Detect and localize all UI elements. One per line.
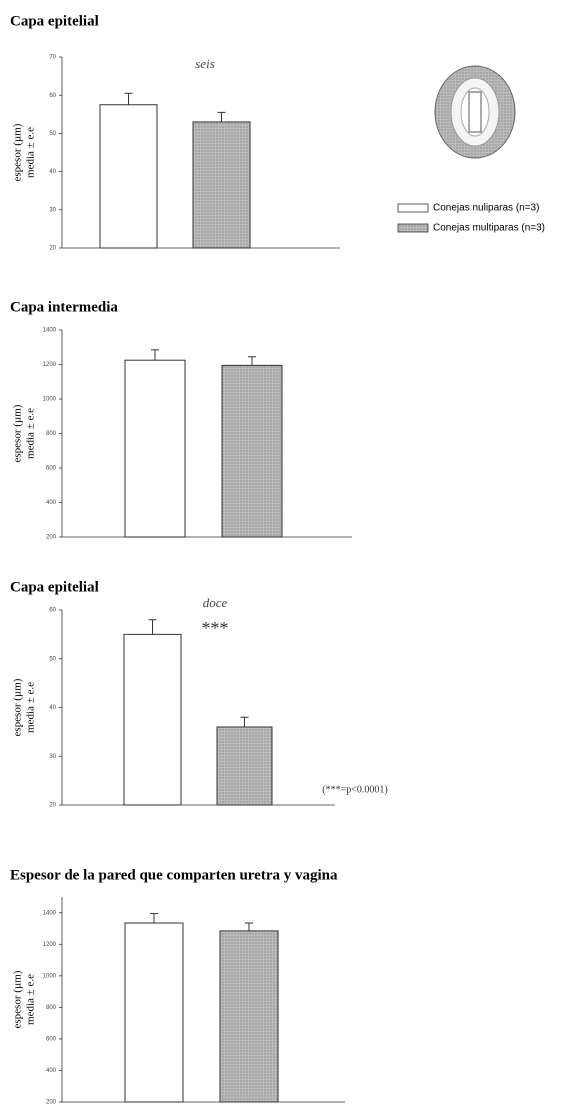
chart-title: Capa epitelial — [10, 13, 99, 29]
figure: Capa epitelialseisespesor (µm)media ± e.… — [0, 0, 579, 1105]
y-tick-label: 1200 — [43, 942, 57, 948]
y-tick-label: 50 — [49, 131, 56, 137]
y-tick-label: 20 — [49, 246, 56, 252]
annotation: *** — [202, 618, 229, 638]
y-tick-label: 70 — [49, 55, 56, 61]
chart-title: Capa epitelial — [10, 579, 99, 595]
page: Capa epitelialseisespesor (µm)media ± e.… — [0, 0, 579, 1110]
y-tick-label: 600 — [46, 466, 57, 472]
y-tick-label: 30 — [49, 207, 56, 213]
chart-title: Espesor de la pared que comparten uretra… — [10, 867, 338, 883]
legend-swatch — [398, 224, 428, 232]
y-tick-label: 40 — [49, 169, 56, 175]
bar — [100, 105, 157, 248]
annotation: (***=p<0.0001) — [322, 784, 387, 795]
y-tick-label: 800 — [46, 1005, 57, 1011]
y-tick-label: 20 — [49, 803, 56, 809]
subtitle: doce — [203, 595, 228, 610]
y-tick-label: 30 — [49, 754, 56, 760]
chart-title: Capa intermedia — [10, 299, 118, 315]
y-axis-label: media ± e.e — [25, 127, 37, 178]
legend-label: Conejas multiparas (n=3) — [433, 223, 545, 234]
y-tick-label: 1400 — [43, 910, 57, 916]
legend-label: Conejas nuliparas (n=3) — [433, 203, 539, 214]
y-tick-label: 600 — [46, 1037, 57, 1043]
y-axis-label: espesor (µm) — [12, 404, 24, 462]
y-tick-label: 400 — [46, 1068, 57, 1074]
y-tick-label: 1400 — [43, 328, 57, 334]
bar — [220, 931, 278, 1102]
y-axis-label: media ± e.e — [25, 974, 37, 1025]
bar — [125, 360, 185, 537]
y-tick-label: 400 — [46, 500, 57, 506]
bar — [125, 923, 183, 1102]
y-tick-label: 50 — [49, 656, 56, 662]
y-tick-label: 1000 — [43, 397, 57, 403]
y-axis-label: media ± e.e — [25, 682, 37, 733]
bar — [124, 634, 181, 805]
y-tick-label: 60 — [49, 608, 56, 614]
y-tick-label: 1200 — [43, 362, 57, 368]
anatomy-diagram — [435, 66, 515, 158]
y-tick-label: 60 — [49, 93, 56, 99]
y-tick-label: 800 — [46, 431, 57, 437]
y-axis-label: espesor (µm) — [12, 678, 24, 736]
bar — [217, 727, 272, 805]
y-tick-label: 40 — [49, 705, 56, 711]
y-axis-label: espesor (µm) — [12, 970, 24, 1028]
y-tick-label: 1000 — [43, 973, 57, 979]
legend-swatch — [398, 204, 428, 212]
subtitle: seis — [195, 56, 215, 71]
bar — [222, 365, 282, 537]
bar — [193, 122, 250, 248]
y-tick-label: 200 — [46, 1100, 57, 1105]
y-axis-label: media ± e.e — [25, 408, 37, 459]
y-tick-label: 200 — [46, 535, 57, 541]
y-axis-label: espesor (µm) — [12, 123, 24, 181]
